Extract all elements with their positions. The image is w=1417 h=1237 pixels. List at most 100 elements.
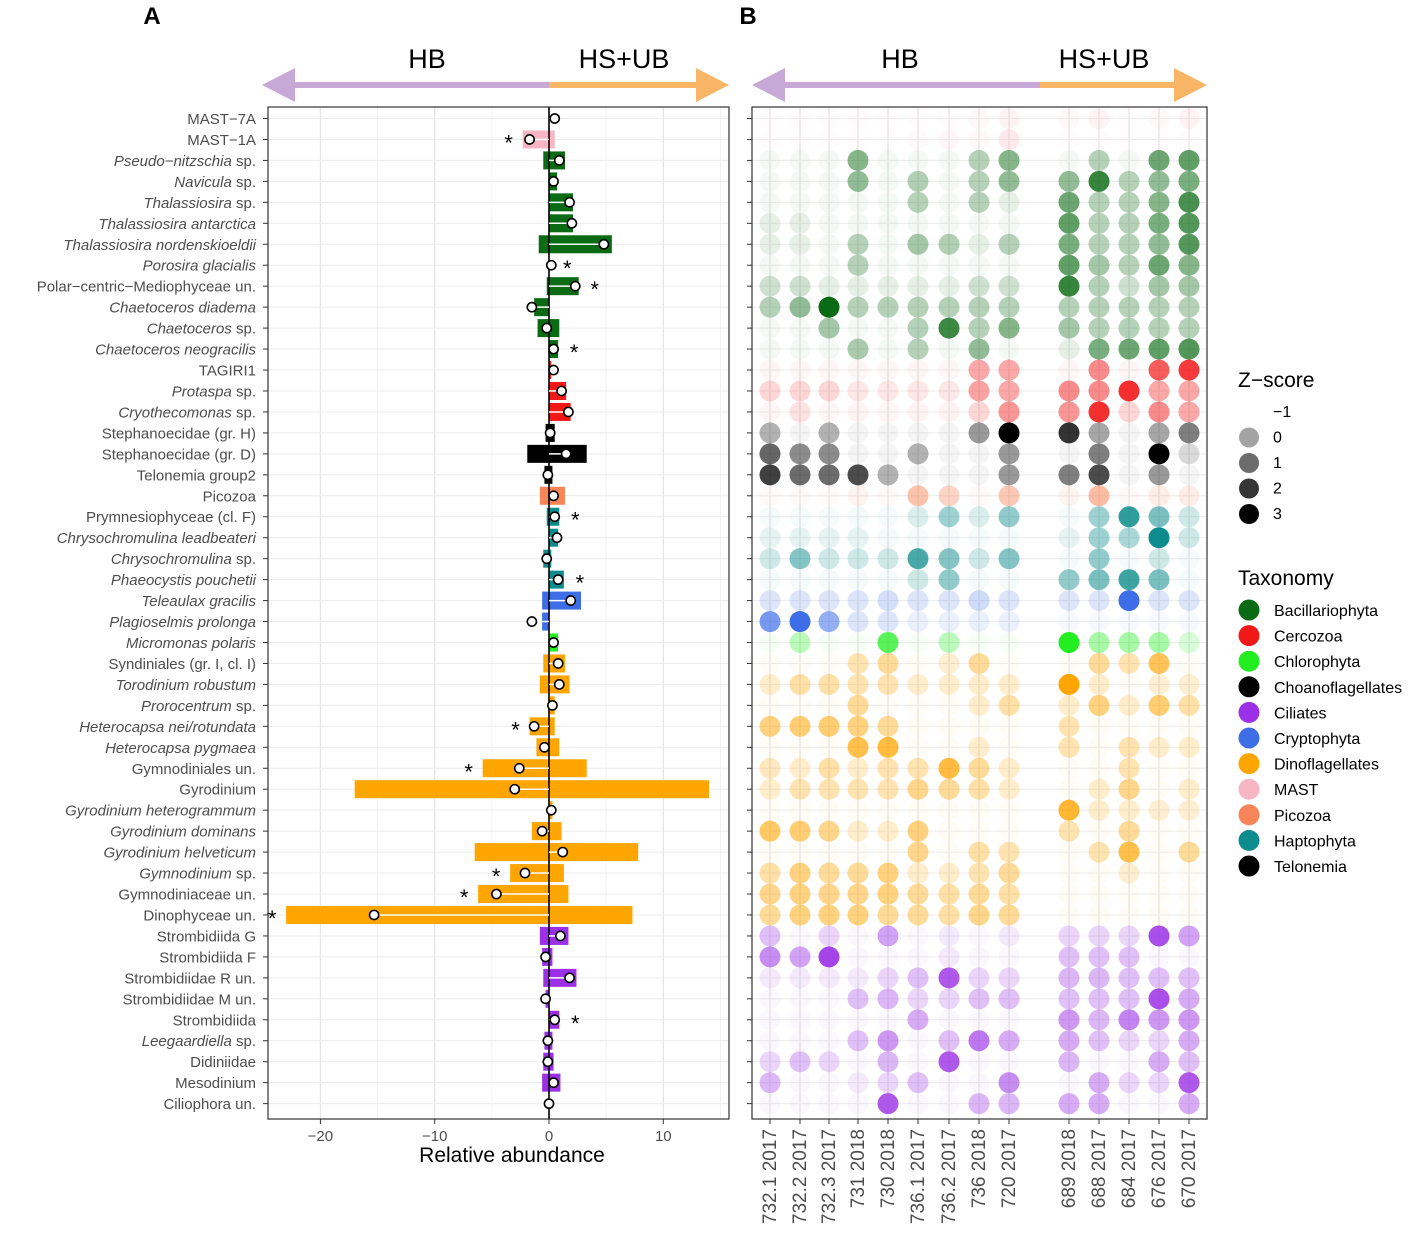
heat-point xyxy=(1178,841,1200,863)
heat-point xyxy=(998,548,1020,570)
heat-point xyxy=(789,380,811,402)
heat-point xyxy=(759,590,781,612)
taxon-name: Cryothecomonas xyxy=(118,404,232,421)
heat-point xyxy=(789,191,811,213)
heat-point xyxy=(1088,170,1110,192)
panel-a-label: A xyxy=(143,3,160,30)
heat-point xyxy=(1178,233,1200,255)
heat-point xyxy=(818,820,840,842)
heat-point xyxy=(907,401,929,423)
zscore-swatch xyxy=(1239,504,1259,524)
taxonomy-legend: Bacillariophyta Cercozoa Chlorophyta Choano… xyxy=(1238,599,1402,877)
zscore-legend-label: 1 xyxy=(1273,455,1282,472)
heat-point xyxy=(998,128,1020,150)
taxon-name: Gyrodinium dominans xyxy=(110,824,256,841)
taxon-name: Stephanoecidae (gr. H) xyxy=(102,425,256,442)
heat-point xyxy=(1088,673,1110,695)
heat-point xyxy=(938,652,960,674)
heat-point xyxy=(759,862,781,884)
panel-a-significance: * * * * * * * * * * * * xyxy=(268,130,600,1035)
heat-point xyxy=(1118,108,1140,129)
heat-point xyxy=(759,506,781,528)
panel-b-label: B xyxy=(739,3,756,30)
taxon-label: Prorocentrum sp. xyxy=(141,698,256,715)
heat-point xyxy=(1088,736,1110,758)
heat-point xyxy=(998,1093,1020,1115)
heat-point xyxy=(877,820,899,842)
heat-point xyxy=(1058,883,1080,905)
heat-point xyxy=(938,820,960,842)
heat-point xyxy=(968,778,990,800)
heat-point xyxy=(1118,715,1140,737)
heat-point xyxy=(818,527,840,549)
heat-point xyxy=(968,841,990,863)
heat-point xyxy=(998,757,1020,779)
heat-point xyxy=(877,506,899,528)
panel-a: * * * * * * * * * * * * MAST−7A MAST−1A Pseudo−nitzsc… xyxy=(37,106,730,1167)
heat-point xyxy=(789,1009,811,1031)
heat-point xyxy=(1058,967,1080,989)
heat-point xyxy=(847,212,869,234)
heat-point xyxy=(877,841,899,863)
heat-point xyxy=(1178,652,1200,674)
mean-point xyxy=(551,532,563,544)
heat-point xyxy=(789,296,811,318)
heat-point xyxy=(789,149,811,171)
heat-point xyxy=(759,296,781,318)
mean-point xyxy=(526,616,538,627)
taxonomy-legend-label: Picozoa xyxy=(1274,808,1331,825)
heat-point xyxy=(759,904,781,926)
heat-point xyxy=(759,422,781,444)
heat-point xyxy=(847,694,869,716)
heat-point xyxy=(818,632,840,653)
heat-point xyxy=(998,275,1020,297)
taxon-label: Stephanoecidae (gr. D) xyxy=(102,446,256,463)
taxon-name: Strombidiida xyxy=(173,1012,257,1029)
mean-point xyxy=(563,406,574,418)
heat-point xyxy=(847,401,869,423)
heat-point xyxy=(1088,1009,1110,1031)
heat-point xyxy=(1118,275,1140,297)
heat-point xyxy=(1178,380,1200,402)
heat-point xyxy=(1058,506,1080,528)
heat-point xyxy=(789,862,811,884)
heat-point xyxy=(759,191,781,213)
heat-point xyxy=(818,233,840,255)
heat-point xyxy=(1148,841,1170,863)
taxonomy-legend-label: Cryptophyta xyxy=(1274,731,1360,748)
heat-point xyxy=(968,275,990,297)
heat-point xyxy=(938,1030,960,1052)
heat-point xyxy=(877,1072,899,1094)
heat-point xyxy=(1088,527,1110,549)
heat-point xyxy=(938,275,960,297)
heat-point xyxy=(1088,149,1110,171)
x-tick-label: −10 xyxy=(422,1128,447,1145)
mean-point xyxy=(368,909,380,921)
heat-point xyxy=(968,757,990,779)
heat-point xyxy=(1118,506,1140,528)
heat-point xyxy=(968,946,990,968)
heat-point xyxy=(1088,652,1110,674)
taxon-name: Gymnodinium xyxy=(139,866,232,883)
taxon-name: Gyrodinium heterogrammum xyxy=(65,803,256,820)
heat-point xyxy=(1088,569,1110,591)
taxon-label: Gyrodinium dominans xyxy=(110,824,256,841)
heat-point xyxy=(789,820,811,842)
heat-point xyxy=(877,736,899,758)
heat-point xyxy=(759,736,781,758)
taxon-label: Phaeocystis pouchetii xyxy=(111,572,257,589)
heat-point xyxy=(818,1009,840,1031)
heat-point xyxy=(938,108,960,129)
heat-point xyxy=(938,128,960,150)
taxon-label: Thalassiosira antarctica xyxy=(98,216,256,233)
heat-point xyxy=(907,590,929,612)
heat-point xyxy=(1178,925,1200,947)
heat-point xyxy=(1088,715,1110,737)
heat-point xyxy=(789,1072,811,1094)
heat-point xyxy=(938,946,960,968)
heat-point xyxy=(1148,1030,1170,1052)
heat-point xyxy=(968,967,990,989)
mean-point xyxy=(569,280,581,292)
heat-point xyxy=(818,569,840,591)
heat-point xyxy=(1178,317,1200,339)
